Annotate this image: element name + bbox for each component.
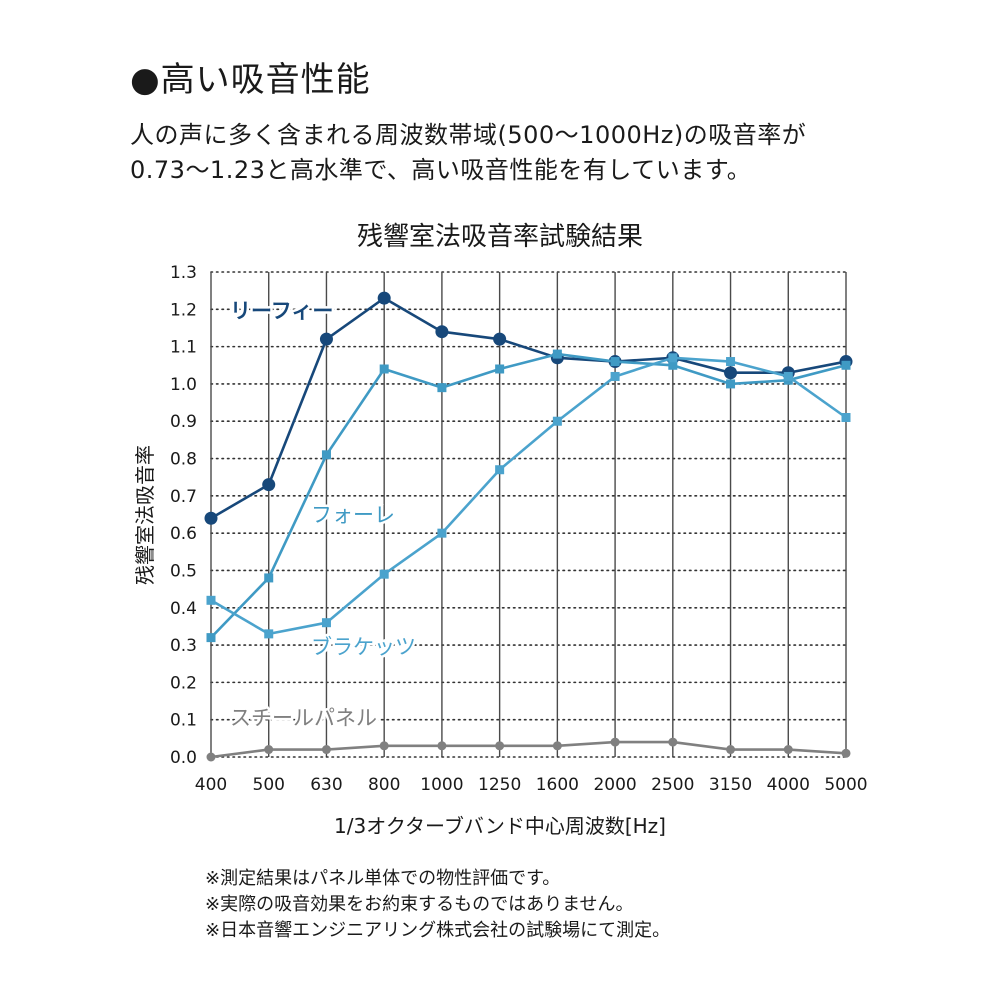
series-4-point [610, 737, 620, 747]
x-tick-label: 630 [310, 775, 342, 795]
series-3-point [552, 416, 562, 426]
series-2-point [437, 383, 447, 393]
series-4-point [841, 748, 851, 758]
y-tick-label: 0.8 [170, 450, 197, 470]
series-2-point [610, 357, 620, 367]
series-line-1 [210, 296, 847, 520]
series-1-point [377, 291, 391, 305]
series-line-2 [210, 352, 847, 639]
x-tick-label: 5000 [824, 775, 867, 795]
series-1-point [493, 332, 507, 346]
series-4-point [264, 745, 274, 755]
series-line-3 [210, 356, 847, 636]
series-4-point [495, 741, 505, 751]
series-3-point [783, 371, 793, 381]
series-3-point [668, 353, 678, 363]
x-tick-label: 500 [253, 775, 285, 795]
series-4-point [552, 741, 562, 751]
x-tick-label: 3150 [709, 775, 752, 795]
x-tick-label: 400 [195, 775, 227, 795]
series-3-point [841, 413, 851, 422]
y-tick-label: 0.9 [170, 412, 197, 432]
series-4-point [668, 737, 678, 747]
series-3-point [321, 618, 331, 628]
series-3-point [437, 528, 447, 538]
x-tick-label: 1000 [420, 775, 463, 795]
series-3-point [264, 629, 274, 639]
y-tick-label: 0.4 [170, 599, 197, 619]
series-2-point [495, 364, 505, 374]
y-tick-label: 1.0 [170, 375, 197, 395]
series-3-point [379, 569, 389, 579]
series-2-point [206, 633, 216, 643]
x-tick-label: 2500 [651, 775, 694, 795]
y-tick-label: 1.2 [170, 300, 197, 320]
series-2-point [321, 450, 331, 460]
series-1-point [724, 366, 738, 380]
x-tick-label: 4000 [767, 775, 810, 795]
series-line-4 [210, 740, 847, 759]
x-tick-label: 1250 [478, 775, 521, 795]
series-label-2: フォーレ [311, 503, 395, 527]
series-4-point [437, 741, 447, 751]
series-2-point [668, 360, 678, 370]
x-tick-label: 800 [368, 775, 400, 795]
series-2-point [552, 349, 562, 359]
series-3-point [726, 357, 736, 367]
y-tick-label: 0.0 [170, 748, 197, 768]
footnote-1: ※測定結果はパネル単体での物性評価です。 [205, 868, 561, 889]
description-line-1: 人の声に多く含まれる周波数帯域(500〜1000Hz)の吸音率が [130, 121, 807, 149]
series-1-point [319, 332, 333, 346]
chart-title: 残響室法吸音率試験結果 [357, 222, 643, 252]
y-tick-label: 0.6 [170, 524, 197, 544]
x-tick-label: 2000 [593, 775, 636, 795]
section-heading: ●高い吸音性能 [130, 60, 371, 100]
y-tick-label: 0.2 [170, 673, 197, 693]
series-4-point [726, 745, 736, 755]
series-3-point [206, 595, 216, 605]
footnotes: ※測定結果はパネル単体での物性評価です。 ※実際の吸音効果をお約束するものではあ… [205, 866, 670, 944]
series-1-point [262, 478, 276, 492]
series-2-point [841, 360, 851, 370]
series-1-point [435, 325, 449, 339]
y-tick-label: 0.5 [170, 561, 197, 581]
series-3-point [610, 371, 620, 381]
description-line-2: 0.73〜1.23と高水準で、高い吸音性能を有しています。 [130, 156, 752, 184]
series-label-3: ブラケッツ [311, 635, 416, 659]
series-2-point [264, 573, 274, 583]
footnote-2: ※実際の吸音効果をお約束するものではありません。 [205, 894, 634, 915]
y-tick-label: 0.3 [170, 636, 197, 656]
series-2-point [379, 364, 389, 374]
series-3-point [495, 465, 505, 475]
series-4-point [321, 745, 331, 755]
y-tick-label: 0.1 [170, 711, 197, 731]
footnote-3: ※日本音響エンジニアリング株式会社の試験場にて測定。 [205, 920, 671, 941]
series-4-point [379, 741, 389, 751]
series-2-point [726, 379, 736, 389]
y-tick-label: 1.1 [170, 338, 197, 358]
x-axis-label: 1/3オクターブバンド中心周波数[Hz] [334, 814, 666, 838]
series-4-point [783, 745, 793, 755]
series-4-point [206, 752, 216, 762]
series-1-point [204, 511, 218, 525]
y-tick-label: 1.3 [170, 263, 197, 283]
x-tick-label: 1600 [536, 775, 579, 795]
series-label-1: リーフィー [230, 299, 333, 323]
y-tick-label: 0.7 [170, 487, 197, 507]
y-axis-label: 残響室法吸音率 [133, 445, 157, 585]
series-label-4: スチールパネル [230, 706, 377, 730]
